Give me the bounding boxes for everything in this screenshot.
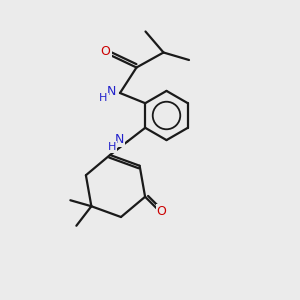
Text: O: O	[157, 205, 166, 218]
Text: N: N	[106, 85, 116, 98]
Text: O: O	[101, 45, 110, 58]
Text: H: H	[99, 93, 108, 103]
Text: H: H	[108, 142, 116, 152]
Text: N: N	[115, 134, 124, 146]
